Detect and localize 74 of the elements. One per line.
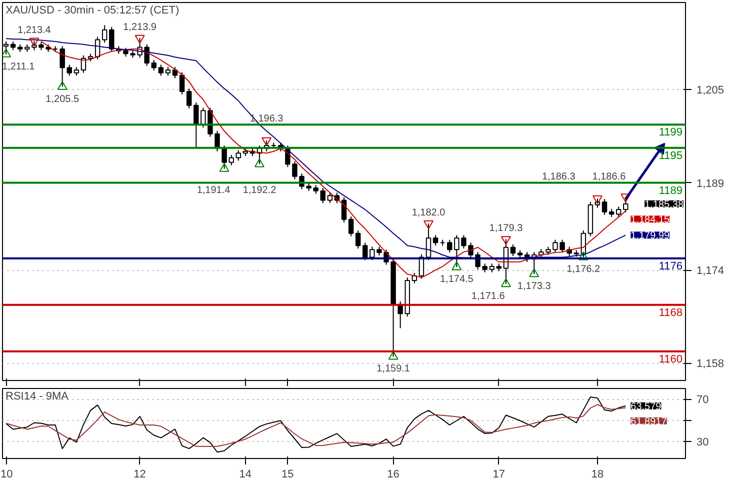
- ref-line-label: 1168: [658, 306, 682, 319]
- x-tick-label: 18: [591, 468, 604, 480]
- y-tick-label: 1,189: [696, 178, 724, 190]
- y-tick-label: 30: [696, 436, 709, 449]
- chart-title: RSI14 - 9MA: [6, 390, 70, 402]
- line-series: [6, 404, 626, 447]
- data-label: 1,171.6: [471, 290, 506, 302]
- annotation: 1,185.38: [644, 199, 684, 210]
- data-label: 1,182.0: [412, 207, 446, 218]
- data-label: 1,205.5: [46, 94, 80, 105]
- candlestick: [468, 242, 474, 258]
- data-label: 1,174.5: [440, 274, 474, 286]
- point: [388, 350, 398, 360]
- candlestick: [102, 24, 108, 44]
- candlestick: [341, 196, 347, 223]
- candlestick: [616, 206, 622, 218]
- data-label: 1,213.9: [123, 22, 157, 33]
- data-label: 61.8917: [630, 416, 668, 428]
- candlestick: [214, 130, 220, 152]
- candlestick: [426, 222, 432, 261]
- point: [529, 268, 540, 278]
- chart-title: XAU/USD - 30min - 05:12:57 (CET): [6, 4, 180, 16]
- point: [134, 34, 145, 44]
- candlestick: [109, 26, 114, 52]
- y-tick-label: 1,174: [696, 265, 724, 278]
- candlestick: [362, 242, 368, 261]
- candlestick: [348, 216, 354, 237]
- ref-line-label: 1195: [658, 150, 682, 162]
- data-label: 1,186.3: [542, 171, 576, 182]
- point: [29, 38, 40, 47]
- point: [254, 158, 265, 168]
- point: [500, 278, 511, 288]
- point: [452, 261, 462, 270]
- data-label: 1,173.3: [517, 281, 552, 292]
- candlestick: [355, 230, 361, 249]
- x-tick-label: 15: [282, 468, 294, 480]
- y-tick-label: 1,158: [696, 358, 724, 370]
- candlestick: [432, 234, 438, 246]
- candlestick: [447, 239, 452, 254]
- candlestick: [623, 196, 628, 213]
- data-label: 1,179.3: [489, 223, 524, 234]
- y-tick-label: 70: [696, 394, 709, 406]
- data-label: 1,176.2: [566, 264, 601, 276]
- data-label: 1,213.4: [18, 24, 52, 36]
- data-label: 1,191.4: [196, 185, 231, 196]
- data-label: 1,186.6: [592, 171, 626, 182]
- x-tick-label: 12: [134, 468, 146, 480]
- x-tick-label: 10: [0, 468, 13, 480]
- data-label: 63.579: [630, 401, 662, 412]
- ref-line-label: 1160: [658, 353, 682, 366]
- candlestick: [236, 150, 241, 162]
- candlestick: [186, 88, 192, 109]
- candlestick: [320, 188, 326, 204]
- x-tick-label: 16: [387, 468, 400, 480]
- candlestick: [602, 198, 608, 216]
- point: [219, 163, 230, 172]
- y-tick-label: 1,205: [696, 84, 724, 97]
- x-tick-label: 17: [492, 468, 506, 480]
- candlestick: [60, 46, 65, 88]
- point: [262, 137, 272, 146]
- candlestick: [158, 64, 164, 76]
- candlestick: [292, 160, 298, 180]
- candlestick: [510, 244, 516, 257]
- candlestick: [179, 72, 185, 95]
- point: [578, 252, 588, 260]
- ref-line-label: 1189: [658, 184, 682, 197]
- candlestick: [327, 192, 333, 204]
- ref-line-label: 1176: [658, 260, 682, 272]
- data-label: 1,159.1: [376, 364, 410, 375]
- x-tick-label: 14: [239, 468, 252, 480]
- candlestick: [66, 64, 72, 76]
- ref-line-label: 1199: [658, 126, 682, 139]
- candlestick: [151, 60, 156, 72]
- data-label: 1,192.2: [242, 184, 277, 196]
